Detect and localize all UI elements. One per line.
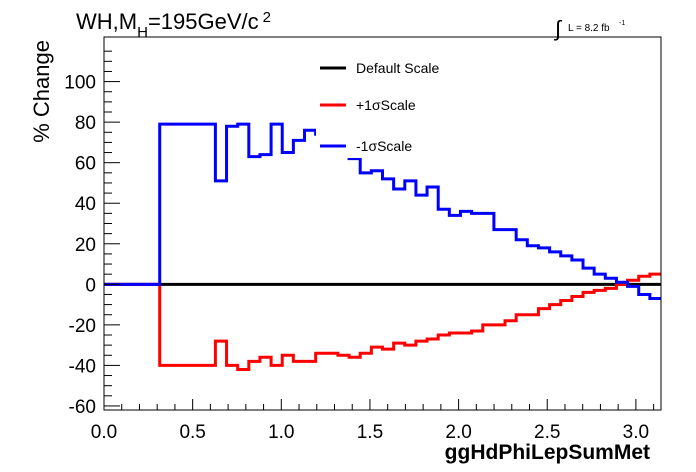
y-tick-label: -20 bbox=[69, 316, 96, 337]
y-tick-label: 40 bbox=[75, 194, 96, 215]
y-tick-label: 80 bbox=[75, 113, 96, 134]
legend-bg bbox=[316, 128, 456, 158]
x-tick-label: 0.5 bbox=[179, 422, 205, 443]
integral-symbol: ∫ bbox=[553, 16, 563, 41]
series-line-1 bbox=[104, 272, 661, 371]
y-axis-label: % Change bbox=[29, 40, 54, 143]
x-axis-label: ggHdPhiLepSumMet bbox=[445, 441, 650, 464]
x-tick-label: 2.5 bbox=[534, 422, 560, 443]
chart-title: WH,MH=195GeV/c 2 bbox=[76, 9, 271, 41]
chart-title-subscript: H bbox=[137, 24, 148, 41]
series-line-2 bbox=[104, 122, 661, 301]
legend-bg bbox=[316, 87, 456, 117]
legend-bg bbox=[316, 50, 456, 80]
luminosity-superscript: -1 bbox=[619, 20, 625, 27]
chart-title-main: WH,M bbox=[76, 9, 137, 34]
y-tick-label: 60 bbox=[75, 154, 96, 175]
luminosity-label: ∫ L = 8.2 fb -1 bbox=[553, 16, 625, 41]
x-tick-label: 0.0 bbox=[91, 422, 117, 443]
y-tick-label: -40 bbox=[69, 356, 96, 377]
series-layer bbox=[104, 122, 661, 371]
chart-title-tail: =195GeV/c bbox=[148, 9, 259, 34]
x-tick-label: 3.0 bbox=[623, 422, 649, 443]
x-tick-label: 2.0 bbox=[445, 422, 471, 443]
legend-label-1: +1σScale bbox=[356, 97, 416, 113]
chart-title-superscript: 2 bbox=[263, 9, 271, 26]
x-tick-label: 1.0 bbox=[268, 422, 294, 443]
y-tick-label: 20 bbox=[75, 235, 96, 256]
legend-label-2: -1σScale bbox=[356, 138, 412, 154]
y-tick-label: 100 bbox=[64, 73, 96, 94]
axis-layer: 0.0 0.5 1.0 1.5 2.0 2.5 3.0 -60 -40 -20 0 20 40 60 80 1… bbox=[64, 50, 655, 443]
legend-label-0: Default Scale bbox=[356, 60, 439, 76]
y-tick-label: -60 bbox=[69, 397, 96, 418]
luminosity-text: L = 8.2 fb bbox=[568, 23, 610, 34]
legend: Default Scale +1σScale -1σScale bbox=[316, 50, 456, 158]
x-tick-label: 1.5 bbox=[357, 422, 383, 443]
y-tick-label: 0 bbox=[85, 275, 96, 296]
